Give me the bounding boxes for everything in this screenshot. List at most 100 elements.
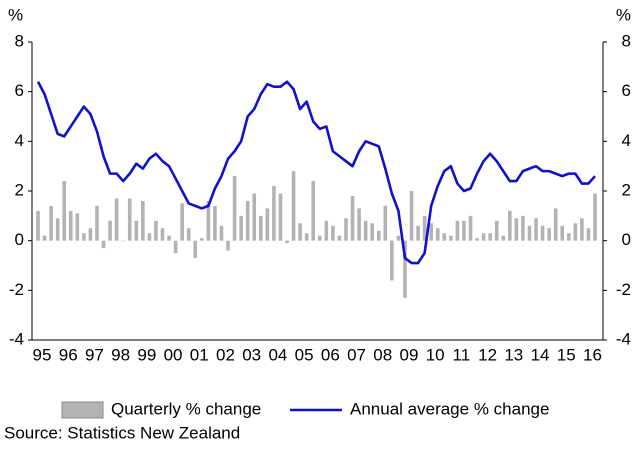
x-tick-label: 97 bbox=[85, 345, 104, 364]
bar bbox=[108, 220, 112, 241]
bar bbox=[219, 225, 224, 241]
bar bbox=[36, 210, 40, 241]
bar bbox=[344, 218, 348, 241]
bar bbox=[259, 215, 263, 241]
bar bbox=[416, 225, 420, 241]
x-tick-label: 05 bbox=[295, 345, 314, 364]
legend-swatch bbox=[61, 401, 104, 419]
bar bbox=[376, 230, 381, 241]
bar bbox=[429, 223, 433, 241]
bar bbox=[396, 235, 401, 241]
bar bbox=[101, 240, 106, 249]
bar bbox=[141, 200, 145, 241]
bar bbox=[272, 186, 276, 241]
x-tick-label: 03 bbox=[242, 345, 261, 364]
bar bbox=[390, 240, 394, 281]
x-tick-label: 10 bbox=[426, 345, 445, 364]
bar bbox=[193, 240, 198, 259]
x-tick-label: 01 bbox=[190, 345, 209, 364]
bar bbox=[265, 208, 270, 241]
bar bbox=[468, 215, 473, 241]
bar bbox=[206, 200, 211, 241]
x-tick-label: 11 bbox=[453, 345, 471, 364]
y2-tick-label: 6 bbox=[622, 81, 631, 100]
bar bbox=[317, 235, 322, 241]
bar bbox=[324, 220, 329, 241]
legend-label: Quarterly % change bbox=[111, 399, 261, 418]
x-tick-label: 96 bbox=[59, 345, 78, 364]
x-tick-label: 00 bbox=[164, 345, 183, 364]
bar bbox=[232, 176, 237, 241]
bar bbox=[245, 200, 250, 241]
y2-tick-label: -4 bbox=[616, 329, 631, 348]
bar bbox=[304, 233, 309, 241]
bar bbox=[62, 181, 67, 241]
x-tick-label: 02 bbox=[216, 345, 235, 364]
bar bbox=[508, 210, 512, 241]
bar bbox=[449, 235, 453, 241]
bar bbox=[298, 223, 302, 241]
x-tick-label: 98 bbox=[111, 345, 130, 364]
x-tick-label: 08 bbox=[373, 345, 392, 364]
bar bbox=[154, 220, 158, 241]
bar bbox=[494, 220, 499, 241]
bar bbox=[403, 240, 407, 298]
bar bbox=[167, 235, 171, 241]
bar bbox=[127, 198, 132, 241]
bar bbox=[481, 233, 486, 241]
bar bbox=[331, 225, 335, 241]
x-tick-label: 99 bbox=[137, 345, 156, 364]
bar bbox=[455, 220, 460, 241]
x-tick-label: 14 bbox=[531, 345, 550, 364]
y2-tick-label: -2 bbox=[616, 280, 631, 299]
bar bbox=[475, 238, 479, 241]
x-tick-label: 15 bbox=[557, 345, 576, 364]
x-tick-label: 04 bbox=[268, 345, 287, 364]
bar bbox=[88, 228, 93, 241]
bar bbox=[186, 228, 191, 241]
bar bbox=[239, 215, 243, 241]
bar bbox=[95, 205, 99, 241]
bar bbox=[350, 195, 355, 241]
bar bbox=[540, 225, 545, 241]
bar bbox=[553, 208, 558, 241]
line bbox=[36, 80, 596, 265]
bar bbox=[226, 240, 230, 251]
bar bbox=[580, 218, 584, 241]
bar bbox=[200, 238, 204, 241]
bar bbox=[337, 235, 342, 241]
x-tick-label: 95 bbox=[33, 345, 52, 364]
y2-tick-label: 8 bbox=[622, 31, 631, 50]
x-tick-label: 13 bbox=[504, 345, 523, 364]
bar bbox=[501, 235, 506, 241]
bar bbox=[252, 193, 257, 241]
bar bbox=[534, 218, 538, 241]
bar bbox=[121, 240, 125, 242]
bar bbox=[435, 228, 440, 241]
bar bbox=[521, 215, 525, 241]
bar bbox=[357, 208, 361, 241]
y2-tick-label: 2 bbox=[622, 180, 631, 199]
y-tick-label: 4 bbox=[15, 131, 24, 150]
bar bbox=[291, 171, 296, 241]
bar bbox=[409, 191, 414, 241]
bar bbox=[82, 233, 86, 241]
bar bbox=[147, 233, 152, 241]
y2-tick-label: 4 bbox=[622, 131, 631, 150]
bar bbox=[566, 233, 571, 241]
bar bbox=[160, 228, 165, 241]
bar bbox=[593, 193, 597, 241]
y2-axis-label: % bbox=[616, 5, 631, 24]
bar bbox=[383, 205, 388, 241]
x-tick-label: 12 bbox=[478, 345, 497, 364]
y-tick-label: 8 bbox=[15, 31, 24, 50]
source: Source: Statistics New Zealand bbox=[4, 423, 240, 442]
y-tick-label: 6 bbox=[15, 81, 24, 100]
bar bbox=[422, 215, 427, 241]
bar bbox=[514, 218, 519, 241]
y-tick-label: -2 bbox=[9, 280, 24, 299]
y2-tick-label: 0 bbox=[622, 230, 631, 249]
y-axis-label: % bbox=[8, 5, 23, 24]
x-tick-label: 09 bbox=[400, 345, 419, 364]
